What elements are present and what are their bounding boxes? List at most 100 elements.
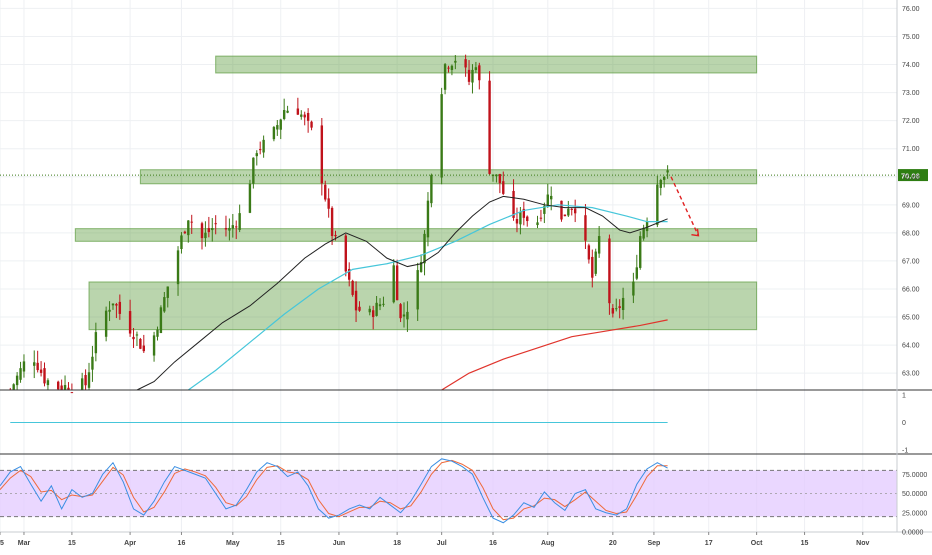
time-tick-label: Oct: [751, 540, 763, 547]
candle-body: [375, 302, 378, 316]
support-resistance-zone: [139, 169, 758, 185]
candle-body: [382, 303, 385, 305]
price-panel: [0, 0, 897, 532]
candle-body: [491, 174, 495, 177]
candle-body: [12, 384, 15, 390]
candle-body: [594, 251, 597, 274]
candle-body: [419, 262, 423, 272]
candle-body: [426, 200, 430, 238]
time-tick-label: 17: [705, 540, 713, 547]
candle-body: [176, 250, 180, 285]
candle-body: [211, 228, 214, 231]
candle-body: [108, 309, 111, 312]
stochastic-tick-label: 50.0000: [902, 491, 927, 498]
candle-body: [543, 205, 546, 214]
sma-short-line: [136, 195, 668, 391]
candle-body: [207, 228, 211, 233]
sma-long-line: [441, 319, 668, 391]
candle-body: [464, 59, 467, 68]
candle-body: [187, 220, 190, 236]
candle-body: [447, 67, 450, 69]
candle-body: [190, 221, 193, 223]
candle-body: [204, 232, 207, 239]
candle-body: [512, 190, 515, 218]
time-tick-label: Jun: [333, 540, 345, 547]
candle-body: [310, 121, 313, 128]
candle-body: [118, 301, 122, 314]
candle-body: [43, 368, 46, 384]
candle-body: [567, 208, 570, 216]
stochastic-tick-label: 75.0000: [902, 472, 927, 479]
candle-body: [80, 378, 84, 390]
candle-body: [224, 227, 228, 230]
candle-body: [392, 265, 395, 303]
candle-body: [255, 153, 258, 157]
time-tick-label: 25: [0, 540, 4, 547]
candle-body: [573, 208, 577, 214]
candle-body: [156, 329, 159, 337]
projection-arrow: [670, 176, 700, 236]
candle-body: [570, 208, 573, 210]
time-tick-label: 15: [277, 540, 285, 547]
stochastic-tick-label: 0.0000: [902, 530, 924, 537]
candle-body: [443, 64, 447, 90]
candle-body: [488, 80, 491, 174]
projection-arrow-head: [691, 228, 700, 237]
candle-body: [560, 200, 563, 220]
candle-body: [563, 214, 567, 217]
candle-body: [642, 227, 645, 239]
candle-body: [272, 127, 276, 140]
candle-body: [84, 375, 87, 386]
time-tick-label: Aug: [541, 540, 555, 547]
candle-body: [33, 362, 36, 366]
candle-body: [67, 387, 70, 390]
candle-body: [344, 235, 347, 272]
candle-body: [152, 335, 156, 356]
candle-body: [550, 195, 553, 200]
candle-body: [611, 308, 615, 314]
candle-body: [351, 280, 354, 295]
candle-body: [303, 114, 306, 118]
candle-body: [282, 110, 286, 119]
price-tick-label: 66.00: [902, 286, 920, 293]
candle-body: [659, 179, 662, 188]
candle-body: [183, 231, 187, 234]
candle-body: [546, 194, 549, 207]
candle-body: [430, 175, 433, 204]
candle-body: [320, 125, 324, 184]
support-resistance-zone: [215, 55, 758, 74]
candle-body: [502, 181, 505, 194]
last-price-badge: [898, 169, 928, 182]
candle-body: [639, 236, 642, 268]
candle-body: [454, 60, 457, 63]
candle-body: [163, 297, 166, 312]
candle-body: [262, 139, 265, 153]
candle-body: [666, 170, 669, 173]
support-resistance-zone: [74, 228, 758, 242]
candle-body: [591, 256, 594, 278]
stochastic-tick-label: 25.0000: [902, 510, 927, 517]
candle-body: [142, 345, 145, 352]
time-tick-label: 15: [801, 540, 809, 547]
candle-body: [334, 234, 337, 237]
candle-body: [621, 297, 625, 311]
price-tick-label: 73.00: [902, 90, 920, 97]
candle-body: [368, 308, 371, 313]
candle-body: [378, 304, 382, 307]
stochastic-d-line: [0, 459, 668, 521]
candle-body: [635, 267, 638, 279]
time-tick-label: May: [226, 540, 240, 547]
candle-body: [358, 306, 361, 311]
candle-body: [135, 334, 139, 336]
candle-body: [166, 286, 169, 298]
candle-body: [402, 314, 406, 317]
candle-body: [252, 157, 255, 184]
candle-body: [228, 227, 231, 231]
candle-body: [248, 183, 252, 213]
price-tick-label: 75.00: [902, 34, 920, 41]
candle-body: [536, 222, 539, 226]
candle-body: [238, 213, 241, 230]
candle-body: [132, 336, 135, 340]
